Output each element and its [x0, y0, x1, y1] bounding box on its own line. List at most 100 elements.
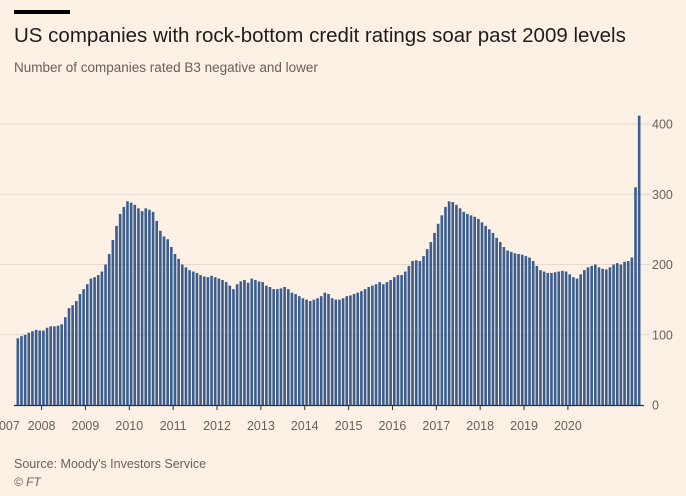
- bar: [140, 211, 144, 405]
- bar: [191, 271, 195, 405]
- bar: [626, 261, 630, 405]
- bar: [568, 274, 572, 405]
- bar: [630, 257, 634, 405]
- bar: [615, 263, 619, 405]
- bar: [250, 278, 254, 405]
- bar: [389, 279, 392, 405]
- bar: [612, 264, 615, 405]
- x-tick-label: 2010: [115, 419, 143, 433]
- bar: [338, 299, 341, 405]
- bar: [85, 284, 89, 405]
- bar: [634, 187, 637, 405]
- bar: [122, 206, 126, 405]
- bar: [604, 269, 608, 405]
- bar: [528, 257, 531, 405]
- bar: [78, 294, 82, 405]
- bar: [575, 278, 579, 405]
- x-axis-ticks: 2007 2008 2009 2010 2011 2012 2013 2014 2015 2016…: [0, 405, 582, 433]
- x-tick-label: 2019: [510, 419, 538, 433]
- bar: [502, 246, 506, 405]
- bar: [34, 329, 38, 405]
- bar: [334, 299, 338, 405]
- bar: [67, 308, 71, 405]
- bar: [268, 287, 272, 405]
- bar: [349, 295, 352, 405]
- bar: [623, 261, 626, 405]
- bar: [579, 274, 583, 405]
- bar: [378, 282, 381, 405]
- bar: [151, 211, 155, 405]
- bar: [294, 294, 297, 405]
- bar: [374, 284, 378, 405]
- x-tick-label: 2016: [379, 419, 407, 433]
- bar: [42, 330, 45, 405]
- bar: [301, 298, 305, 405]
- x-tick-label: 2013: [247, 419, 275, 433]
- bar: [31, 331, 34, 405]
- chart-title: US companies with rock-bottom credit rat…: [14, 24, 626, 47]
- x-tick-label: 2017: [422, 419, 450, 433]
- bar: [257, 281, 261, 405]
- x-tick-label: 2012: [203, 419, 231, 433]
- bar: [539, 270, 542, 405]
- bar: [170, 246, 173, 405]
- bar: [360, 291, 363, 405]
- bar: [107, 253, 111, 405]
- bar: [352, 294, 356, 405]
- y-axis-ticks: 0 100 200 300 400: [652, 118, 673, 413]
- bar: [111, 239, 115, 405]
- bar: [177, 258, 180, 405]
- bar: [297, 296, 301, 405]
- bar: [553, 272, 557, 405]
- bar: [488, 229, 491, 405]
- bar: [137, 208, 140, 405]
- bar: [385, 282, 389, 405]
- source-note: Source: Moody's Investors Service: [14, 457, 207, 471]
- bar: [327, 294, 330, 405]
- bar: [210, 275, 213, 405]
- x-tick-label: 2015: [335, 419, 363, 433]
- bar: [239, 281, 243, 405]
- bar: [159, 230, 162, 405]
- bar: [531, 261, 535, 405]
- bar: [129, 202, 133, 405]
- bar: [572, 277, 575, 405]
- chart-subtitle: Number of companies rated B3 negative an…: [14, 60, 318, 75]
- x-tick-label: 2011: [160, 419, 187, 433]
- bar: [498, 242, 502, 405]
- bar: [356, 292, 360, 405]
- bar: [89, 278, 93, 405]
- x-tick-label: 2020: [554, 419, 582, 433]
- bar: [480, 222, 484, 405]
- bar: [133, 204, 137, 405]
- bar: [49, 326, 53, 405]
- bar: [308, 301, 312, 405]
- bar: [246, 282, 250, 405]
- bar: [411, 261, 414, 405]
- bar: [126, 201, 129, 405]
- bars: [16, 115, 641, 406]
- y-tick-label: 300: [652, 188, 673, 202]
- x-tick-label: 2018: [466, 419, 494, 433]
- bar: [429, 242, 433, 405]
- bar: [232, 289, 235, 405]
- bar: [509, 251, 513, 405]
- bar: [403, 271, 407, 405]
- bar: [319, 296, 323, 405]
- x-tick-label: 2014: [291, 419, 319, 433]
- bar: [458, 208, 462, 405]
- brand-rule: [14, 10, 70, 14]
- bar: [535, 265, 539, 405]
- bar: [155, 220, 159, 405]
- bar: [363, 289, 367, 405]
- bar: [455, 204, 458, 405]
- bar: [74, 301, 78, 405]
- bar: [228, 285, 232, 405]
- bar: [433, 232, 436, 405]
- bar: [583, 270, 586, 405]
- bar: [286, 289, 290, 405]
- bar: [254, 279, 257, 405]
- bar: [217, 278, 221, 405]
- bar: [16, 338, 20, 405]
